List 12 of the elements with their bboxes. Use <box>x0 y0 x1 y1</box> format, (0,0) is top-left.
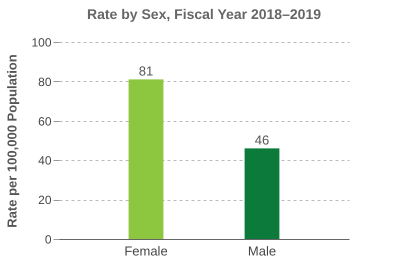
y-axis-title: Rate per 100,000 Population <box>4 54 20 228</box>
y-tick-label: 40 <box>38 154 52 168</box>
y-tick-label: 0 <box>44 232 52 246</box>
x-tick-label: Male <box>248 244 276 258</box>
chart-title: Rate by Sex, Fiscal Year 2018–2019 <box>86 6 322 22</box>
y-tick-label: 100 <box>31 36 52 50</box>
data-label: 81 <box>138 63 154 78</box>
x-tick-label: Female <box>124 244 168 258</box>
y-tick-label: 60 <box>38 114 52 128</box>
y-tick-label: 20 <box>38 193 52 208</box>
y-tick-label: 80 <box>38 74 52 89</box>
data-label: 46 <box>254 132 270 148</box>
